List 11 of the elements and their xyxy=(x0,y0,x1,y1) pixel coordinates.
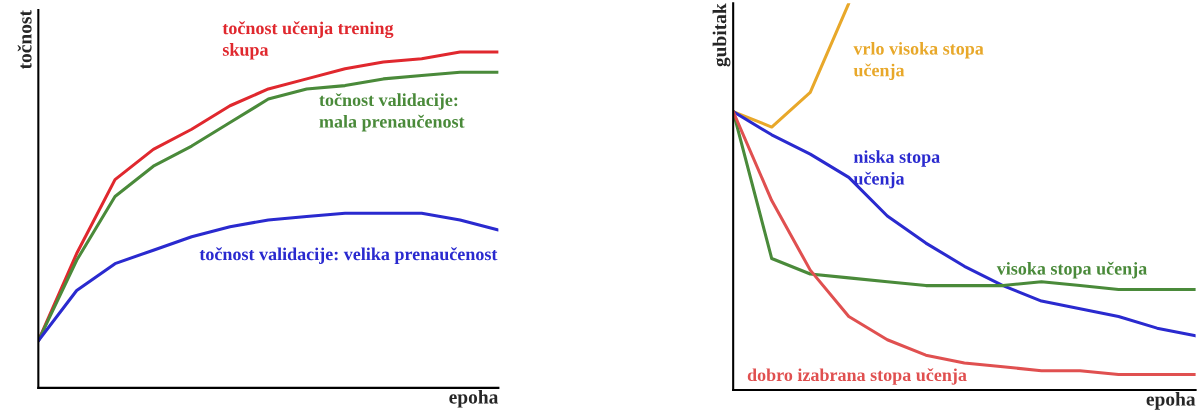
y-axis-title: točnost xyxy=(17,10,32,70)
series-label: točnost učenja trening skupa xyxy=(222,21,394,60)
series-label: dobro izabrana stopa učenja xyxy=(747,368,967,385)
series-label: točnost validacije: velika prenaučenost xyxy=(199,247,498,264)
series-label: točnost validacije: mala prenaučenost xyxy=(319,93,465,132)
series-label: vrlo visoka stopa učenja xyxy=(853,42,984,81)
y-axis-title: gubitak xyxy=(712,3,731,67)
series-label: visoka stopa učenja xyxy=(996,261,1147,279)
series-label: niska stopa učenja xyxy=(853,150,940,189)
x-axis-title: epoha xyxy=(449,389,499,408)
x-axis-title: epoha xyxy=(1146,392,1196,410)
